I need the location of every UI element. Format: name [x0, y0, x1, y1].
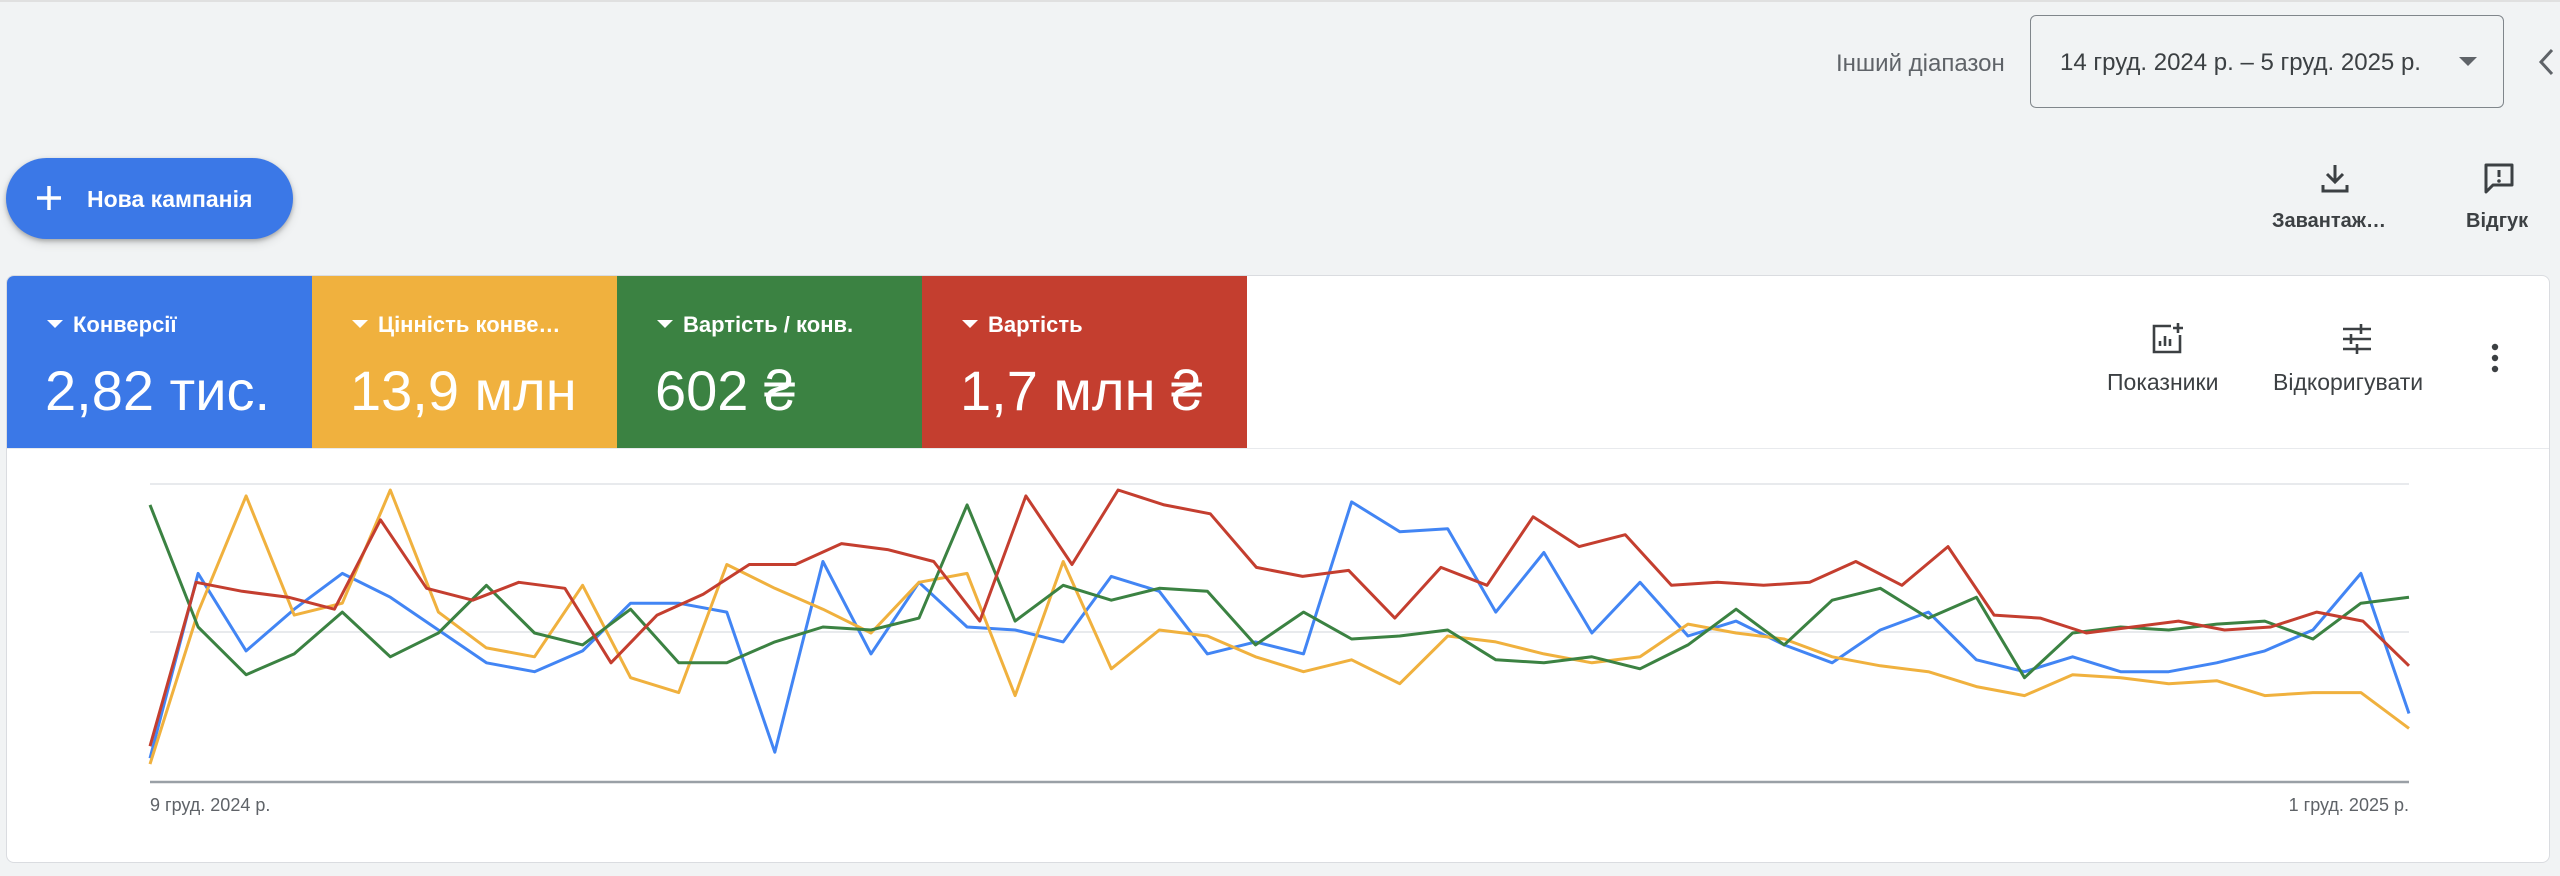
metric-tile-cost-per-conversion[interactable]: Вартість / конв. 602 ₴: [617, 276, 922, 448]
download-label: Завантаж…: [2272, 210, 2386, 232]
caret-down-icon: [47, 320, 63, 329]
metric-title-text: Цінність конве…: [378, 312, 561, 337]
range-label: Інший діапазон: [1836, 50, 2005, 77]
metric-title: Вартість: [962, 312, 1083, 338]
metric-title: Вартість / конв.: [657, 312, 853, 338]
plus-icon: [37, 186, 61, 210]
chevron-left-icon[interactable]: [2532, 44, 2560, 80]
metric-title-text: Вартість / конв.: [683, 312, 854, 337]
performance-card: Конверсії 2,82 тис. Цінність конве… 13,9…: [6, 275, 2550, 863]
feedback-button[interactable]: Відгук: [2456, 160, 2542, 240]
date-range-select[interactable]: 14 груд. 2024 р. – 5 груд. 2025 р.: [2030, 15, 2504, 108]
dropdown-arrow-icon: [2459, 57, 2477, 66]
metric-title: Конверсії: [47, 312, 177, 338]
metrics-label: Показники: [2107, 369, 2219, 395]
adjust-button[interactable]: Відкоригувати: [2267, 321, 2447, 401]
series-line-1: [148, 488, 2410, 765]
top-border: [0, 0, 2560, 2]
tune-icon: [2343, 324, 2371, 354]
download-button[interactable]: Завантаж…: [2262, 160, 2408, 240]
caret-down-icon: [962, 320, 978, 329]
metric-tile-conversions[interactable]: Конверсії 2,82 тис.: [7, 276, 312, 448]
metrics-button[interactable]: Показники: [2097, 321, 2237, 401]
feedback-label: Відгук: [2466, 210, 2529, 232]
metric-title: Цінність конве…: [352, 312, 560, 338]
adjust-label: Відкоригувати: [2273, 369, 2424, 395]
download-icon: [2321, 165, 2349, 193]
new-campaign-button[interactable]: Нова кампанія: [6, 158, 293, 239]
caret-down-icon: [657, 320, 673, 329]
series-line-3: [148, 488, 2411, 747]
metric-value: 2,82 тис.: [45, 359, 271, 422]
caret-down-icon: [352, 320, 368, 329]
x-tick-label-end: 1 груд. 2025 р.: [2289, 795, 2409, 815]
metric-value: 602 ₴: [655, 359, 796, 422]
metric-value: 1,7 млн ₴: [960, 359, 1203, 422]
feedback-icon: [2484, 163, 2514, 194]
new-campaign-label: Нова кампанія: [87, 186, 253, 212]
metric-title-text: Вартість: [988, 312, 1083, 337]
series-line-2: [148, 503, 2410, 680]
more-vert-icon[interactable]: [2485, 338, 2505, 378]
x-tick-label-start: 9 груд. 2024 р.: [150, 795, 270, 815]
metric-value: 13,9 млн: [350, 359, 577, 422]
metric-tile-conversion-value[interactable]: Цінність конве… 13,9 млн: [312, 276, 617, 448]
tile-divider: [7, 448, 2549, 449]
metric-tile-cost[interactable]: Вартість 1,7 млн ₴: [922, 276, 1247, 448]
add-chart-icon: [2152, 323, 2183, 354]
date-range-value: 14 груд. 2024 р. – 5 груд. 2025 р.: [2060, 49, 2421, 76]
line-chart: 9 груд. 2024 р. 1 груд. 2025 р.: [148, 483, 2411, 815]
metric-title-text: Конверсії: [73, 312, 177, 337]
